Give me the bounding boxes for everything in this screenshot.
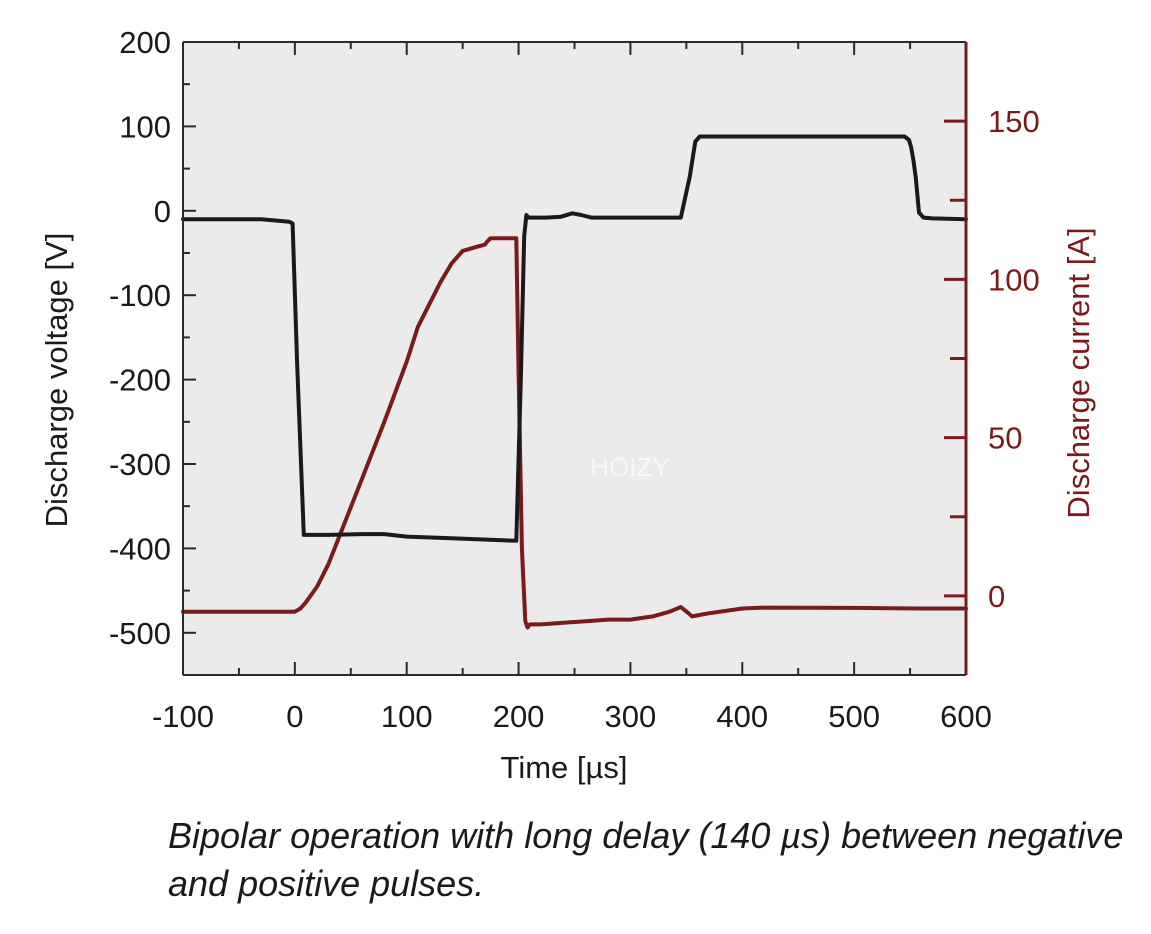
figure-caption: Bipolar operation with long delay (140 µ… — [168, 815, 1124, 904]
y-left-tick-label: -200 — [109, 363, 171, 398]
x-axis-title: Time [µs] — [501, 750, 628, 785]
y-right-tick-label: 100 — [988, 262, 1040, 297]
right-y-axis: 150 100 50 0 — [944, 104, 1040, 614]
y-left-tick-label: -100 — [109, 278, 171, 313]
y-left-tick-label: 0 — [154, 194, 171, 229]
y-left-tick-label: -300 — [109, 447, 171, 482]
right-y-axis-title: Discharge current [A] — [1061, 227, 1096, 518]
x-axis: -100 0 100 200 300 400 500 600 — [152, 42, 992, 734]
x-tick-label: 100 — [381, 699, 433, 734]
chart: HOIZY -100 0 100 200 300 400 500 600 2001000-10… — [39, 25, 1096, 785]
y-left-tick-label: 200 — [119, 25, 171, 60]
left-y-axis: 200 100 0 -100 -200 -300 -400 -500 — [109, 25, 196, 651]
y-right-tick-label: 50 — [988, 421, 1022, 456]
x-tick-label: 0 — [286, 699, 303, 734]
x-tick-label: 300 — [605, 699, 657, 734]
discharge-voltage-line — [181, 134, 968, 543]
y-right-tick-label: 150 — [988, 104, 1040, 139]
plot-background — [183, 42, 966, 675]
x-tick-label: -100 — [152, 699, 214, 734]
watermark: HOIZY — [590, 452, 669, 482]
x-tick-label: 600 — [940, 699, 992, 734]
discharge-current-line — [181, 236, 968, 630]
x-tick-label: 200 — [493, 699, 545, 734]
y-left-tick-label: -400 — [109, 531, 171, 566]
y-left-tick-label: 100 — [119, 109, 171, 144]
x-tick-label: 400 — [716, 699, 768, 734]
left-y-axis-title: Discharge voltage [V] — [39, 233, 74, 528]
y-right-tick-label: 0 — [988, 579, 1005, 614]
y-left-tick-label: -500 — [109, 616, 171, 651]
x-tick-label: 500 — [828, 699, 880, 734]
